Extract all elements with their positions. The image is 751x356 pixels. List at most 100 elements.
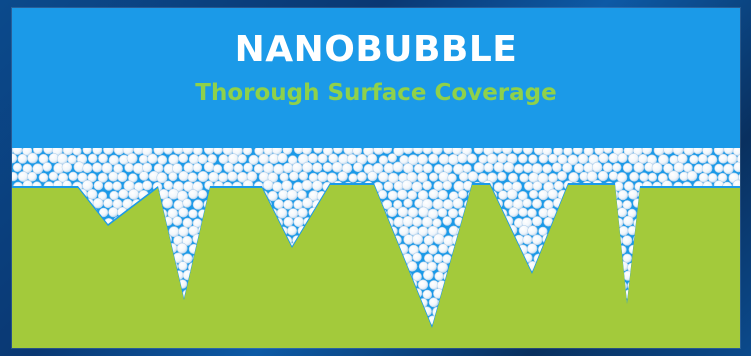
nanobubble — [227, 171, 238, 182]
nanobubble — [112, 181, 122, 191]
nanobubble — [392, 161, 404, 173]
nanobubble — [418, 243, 429, 254]
nanobubble — [118, 188, 129, 200]
nanobubble — [686, 170, 698, 182]
nanobubble — [113, 148, 125, 156]
nanobubble — [86, 189, 98, 200]
nanobubble — [417, 279, 429, 290]
nanobubble — [352, 162, 363, 173]
nanobubble — [639, 172, 649, 182]
nanobubble — [124, 162, 134, 173]
nanobubble — [586, 170, 598, 182]
nanobubble — [331, 161, 343, 173]
nanobubble — [233, 163, 244, 173]
nanobubble — [437, 262, 448, 273]
nanobubble — [622, 162, 633, 173]
nanobubble — [87, 172, 97, 183]
nanobubble — [612, 162, 622, 172]
nanobubble — [427, 261, 437, 272]
nanobubble — [663, 163, 674, 174]
nanobubble — [227, 153, 239, 165]
nanobubble — [352, 148, 363, 156]
nanobubble — [403, 198, 413, 208]
nanobubble — [527, 225, 538, 236]
nanobubble — [128, 188, 140, 200]
nanobubble — [187, 172, 198, 183]
nanobubble — [412, 216, 423, 227]
nanobubble — [282, 148, 293, 155]
nanobubble — [473, 162, 485, 173]
nanobubble — [668, 170, 680, 182]
nanobubble — [442, 254, 452, 264]
nanobubble — [213, 148, 223, 155]
nanobubble — [178, 207, 189, 218]
nanobubble — [431, 148, 443, 155]
nanobubble — [387, 190, 398, 201]
nanobubble — [12, 153, 18, 164]
nanobubble — [61, 162, 73, 173]
nanobubble — [528, 189, 539, 199]
nanobubble — [412, 272, 422, 282]
nanobubble — [367, 171, 378, 182]
nanobubble — [538, 189, 549, 201]
nanobubble — [77, 172, 88, 183]
nanobubble — [598, 153, 609, 164]
nanobubble — [531, 216, 543, 227]
nanobubble — [522, 234, 533, 245]
nanobubble — [103, 198, 113, 209]
nanobubble — [512, 148, 523, 155]
nanobubble — [508, 206, 519, 218]
nanobubble — [57, 172, 69, 183]
nanobubble — [533, 148, 545, 156]
nanobubble — [109, 190, 119, 201]
nanobubble — [707, 154, 718, 165]
nanobubble — [104, 181, 114, 191]
nanobubble — [176, 190, 188, 202]
nanobubble — [147, 153, 158, 164]
nanobubble — [641, 148, 653, 155]
nanobubble — [142, 180, 153, 191]
nanobubble — [163, 180, 174, 191]
nanobubble — [12, 148, 23, 155]
nanobubble — [168, 171, 178, 182]
nanobubble — [141, 148, 153, 157]
nanobubble — [608, 152, 619, 164]
nanobubble — [411, 233, 423, 245]
nanobubble — [377, 171, 389, 183]
nanobubble — [617, 189, 629, 201]
nanobubble — [442, 180, 453, 191]
nanobubble — [101, 162, 113, 174]
nanobubble — [153, 163, 164, 173]
nanobubble — [424, 253, 434, 263]
nanobubble — [526, 243, 538, 254]
nanobubble — [393, 216, 405, 228]
nanobubble — [286, 189, 298, 201]
nanobubble — [27, 171, 38, 182]
nanobubble — [213, 164, 223, 174]
nanobubble — [32, 148, 43, 155]
nanobubble — [493, 182, 504, 192]
nanobubble — [197, 154, 208, 165]
nanobubble — [122, 148, 134, 155]
nanobubble — [402, 163, 414, 174]
nanobubble — [163, 148, 173, 155]
nanobubble — [627, 153, 639, 165]
nanobubble — [523, 163, 533, 173]
nanobubble — [406, 171, 418, 183]
nanobubble — [82, 148, 92, 155]
nanobubble — [736, 153, 740, 165]
illustration-panel: NANOBUBBLE Thorough Surface Coverage — [12, 8, 740, 348]
nanobubble — [276, 207, 288, 219]
nanobubble — [513, 163, 524, 174]
nanobubble — [301, 161, 313, 173]
nanobubble — [457, 153, 468, 164]
nanobubble — [93, 180, 104, 191]
nanobubble — [493, 161, 505, 173]
nanobubble — [313, 148, 323, 154]
nanobubble — [531, 198, 542, 209]
nanobubble — [402, 148, 414, 155]
nanobubble — [197, 171, 209, 183]
nanobubble — [428, 172, 439, 182]
nanobubble — [692, 148, 703, 155]
nanobubble — [402, 215, 414, 227]
